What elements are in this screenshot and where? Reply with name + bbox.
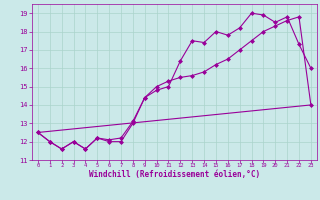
X-axis label: Windchill (Refroidissement éolien,°C): Windchill (Refroidissement éolien,°C) [89,170,260,179]
